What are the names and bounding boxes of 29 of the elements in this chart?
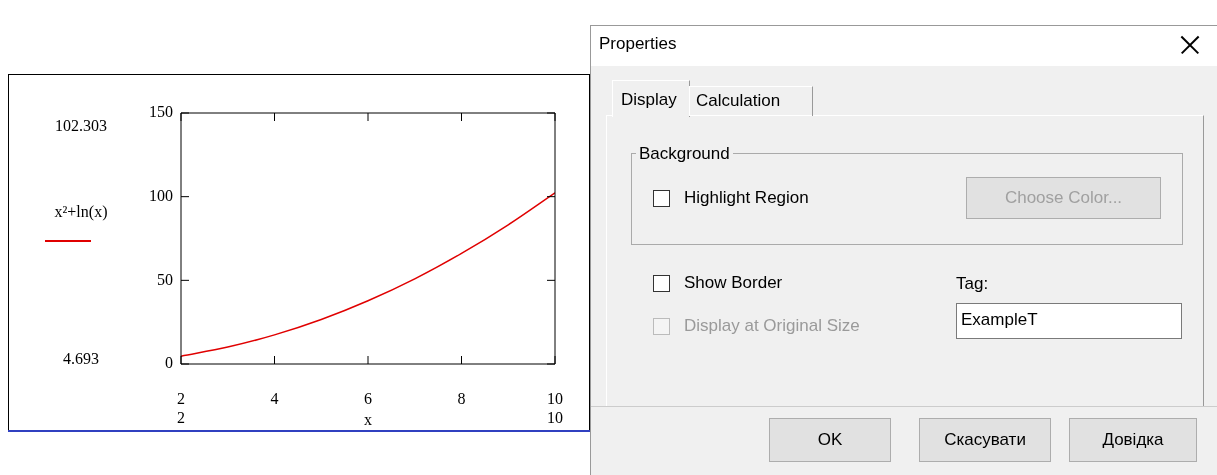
text: Background: [636, 144, 733, 164]
button: OK: [769, 418, 891, 462]
text: Highlight Region: [684, 188, 809, 208]
y-tick-label: 100: [149, 186, 173, 204]
text: Calculation: [696, 91, 781, 111]
text: x²+ln(x): [54, 203, 108, 222]
button: Choose Color...: [966, 177, 1161, 219]
y-tick-label: 150: [149, 103, 173, 121]
text: Display: [621, 90, 677, 110]
text: 4.693: [63, 350, 99, 368]
y-tick-label: 50: [157, 270, 173, 288]
text: 10: [547, 409, 563, 427]
line-series: [181, 192, 555, 357]
text: Show Border: [684, 273, 783, 293]
button: Скасувати: [919, 418, 1051, 462]
text: 102.303: [55, 117, 107, 135]
x-tick-label: 10: [547, 389, 563, 407]
y-tick-label: 0: [165, 354, 173, 372]
x-axis-title: x: [364, 411, 372, 429]
x-tick-label: 4: [270, 389, 279, 407]
x-tick-label: 6: [364, 389, 372, 407]
x-tick-label: 8: [457, 389, 466, 407]
x-tick-label: 2: [177, 389, 185, 407]
button: Довідка: [1069, 418, 1197, 462]
text: 2: [177, 409, 185, 427]
text: ExampleT: [961, 310, 1038, 330]
text: Properties: [599, 34, 677, 54]
text: Tag:: [956, 274, 989, 294]
text: Display at Original Size: [684, 316, 860, 336]
